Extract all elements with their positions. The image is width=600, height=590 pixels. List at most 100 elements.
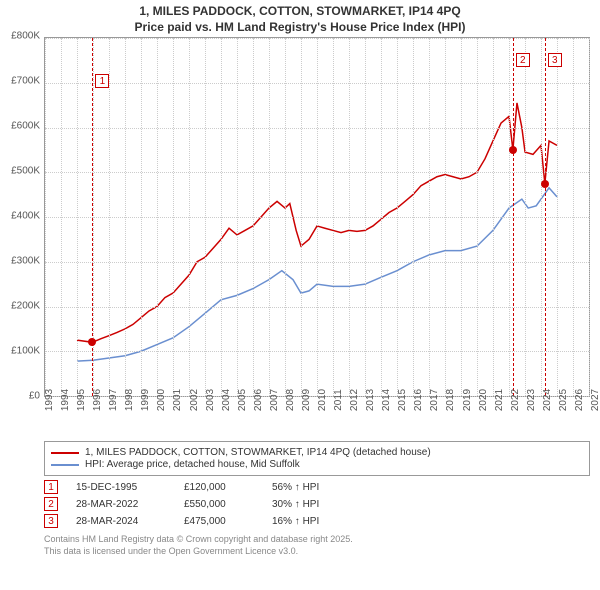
v-gridline	[45, 38, 46, 396]
v-gridline	[173, 38, 174, 396]
v-gridline	[461, 38, 462, 396]
legend-label: HPI: Average price, detached house, Mid …	[85, 459, 300, 470]
v-gridline	[477, 38, 478, 396]
x-tick-label: 2000	[156, 389, 167, 411]
x-tick-label: 2003	[205, 389, 216, 411]
v-gridline	[397, 38, 398, 396]
event-row-marker: 3	[44, 514, 58, 528]
event-marker-line	[513, 38, 514, 396]
x-tick-label: 2013	[365, 389, 376, 411]
x-tick-label: 1999	[140, 389, 151, 411]
event-marker-box: 2	[516, 53, 530, 67]
v-gridline	[413, 38, 414, 396]
x-tick-label: 2004	[221, 389, 232, 411]
v-gridline	[205, 38, 206, 396]
x-tick-label: 1995	[76, 389, 87, 411]
footer-line-1: Contains HM Land Registry data © Crown c…	[44, 534, 590, 546]
v-gridline	[445, 38, 446, 396]
x-tick-label: 2012	[349, 389, 360, 411]
y-tick-label: £800K	[11, 31, 40, 42]
chart-title: 1, MILES PADDOCK, COTTON, STOWMARKET, IP…	[0, 0, 600, 37]
event-dot	[509, 146, 517, 154]
event-row-price: £550,000	[184, 499, 254, 510]
title-line-2: Price paid vs. HM Land Registry's House …	[0, 20, 600, 36]
chart-legend: 1, MILES PADDOCK, COTTON, STOWMARKET, IP…	[44, 441, 590, 476]
event-row-date: 28-MAR-2024	[76, 516, 166, 527]
x-tick-label: 2019	[462, 389, 473, 411]
x-tick-label: 2026	[574, 389, 585, 411]
legend-item: 1, MILES PADDOCK, COTTON, STOWMARKET, IP…	[51, 447, 583, 458]
y-tick-label: £0	[29, 391, 40, 402]
event-row: 1 15-DEC-1995 £120,000 56% ↑ HPI	[44, 480, 590, 494]
v-gridline	[317, 38, 318, 396]
event-row-date: 28-MAR-2022	[76, 499, 166, 510]
x-tick-label: 2005	[237, 389, 248, 411]
x-tick-label: 2018	[445, 389, 456, 411]
y-tick-label: £600K	[11, 121, 40, 132]
x-tick-label: 1994	[60, 389, 71, 411]
v-gridline	[221, 38, 222, 396]
v-gridline	[349, 38, 350, 396]
v-gridline	[253, 38, 254, 396]
x-tick-label: 2008	[285, 389, 296, 411]
x-tick-label: 2020	[478, 389, 489, 411]
v-gridline	[573, 38, 574, 396]
y-tick-label: £500K	[11, 166, 40, 177]
v-gridline	[589, 38, 590, 396]
v-gridline	[509, 38, 510, 396]
y-tick-label: £400K	[11, 211, 40, 222]
x-tick-label: 2017	[429, 389, 440, 411]
x-tick-label: 2015	[397, 389, 408, 411]
event-dot	[88, 338, 96, 346]
x-tick-label: 2009	[301, 389, 312, 411]
x-tick-label: 2021	[494, 389, 505, 411]
event-row-hpi: 30% ↑ HPI	[272, 499, 319, 510]
chart-plot-area: 123	[44, 37, 590, 397]
v-gridline	[109, 38, 110, 396]
legend-swatch	[51, 452, 79, 454]
y-tick-label: £100K	[11, 346, 40, 357]
event-row-marker: 1	[44, 480, 58, 494]
legend-item: HPI: Average price, detached house, Mid …	[51, 459, 583, 470]
v-gridline	[189, 38, 190, 396]
v-gridline	[493, 38, 494, 396]
x-axis: 1993199419951996199719981999200020012002…	[44, 397, 590, 437]
x-tick-label: 1993	[44, 389, 55, 411]
v-gridline	[541, 38, 542, 396]
event-table: 1 15-DEC-1995 £120,000 56% ↑ HPI 2 28-MAR-202…	[44, 480, 590, 528]
x-tick-label: 1997	[108, 389, 119, 411]
y-tick-label: £300K	[11, 256, 40, 267]
v-gridline	[237, 38, 238, 396]
v-gridline	[333, 38, 334, 396]
x-tick-label: 2011	[333, 389, 344, 411]
x-tick-label: 2016	[413, 389, 424, 411]
legend-swatch	[51, 464, 79, 466]
event-row: 3 28-MAR-2024 £475,000 16% ↑ HPI	[44, 514, 590, 528]
v-gridline	[301, 38, 302, 396]
event-row-price: £120,000	[184, 482, 254, 493]
event-dot	[541, 180, 549, 188]
v-gridline	[269, 38, 270, 396]
event-row-hpi: 16% ↑ HPI	[272, 516, 319, 527]
footer-attribution: Contains HM Land Registry data © Crown c…	[44, 534, 590, 557]
v-gridline	[285, 38, 286, 396]
x-tick-label: 2025	[558, 389, 569, 411]
v-gridline	[557, 38, 558, 396]
x-tick-label: 2023	[526, 389, 537, 411]
x-tick-label: 1996	[92, 389, 103, 411]
x-tick-label: 2024	[542, 389, 553, 411]
y-axis: £0£100K£200K£300K£400K£500K£600K£700K£80…	[0, 36, 44, 396]
y-tick-label: £200K	[11, 301, 40, 312]
v-gridline	[429, 38, 430, 396]
v-gridline	[381, 38, 382, 396]
event-row-price: £475,000	[184, 516, 254, 527]
event-row-marker: 2	[44, 497, 58, 511]
event-row: 2 28-MAR-2022 £550,000 30% ↑ HPI	[44, 497, 590, 511]
x-tick-label: 2022	[510, 389, 521, 411]
x-tick-label: 2014	[381, 389, 392, 411]
event-marker-line	[545, 38, 546, 396]
event-row-date: 15-DEC-1995	[76, 482, 166, 493]
v-gridline	[365, 38, 366, 396]
legend-label: 1, MILES PADDOCK, COTTON, STOWMARKET, IP…	[85, 447, 431, 458]
event-row-hpi: 56% ↑ HPI	[272, 482, 319, 493]
